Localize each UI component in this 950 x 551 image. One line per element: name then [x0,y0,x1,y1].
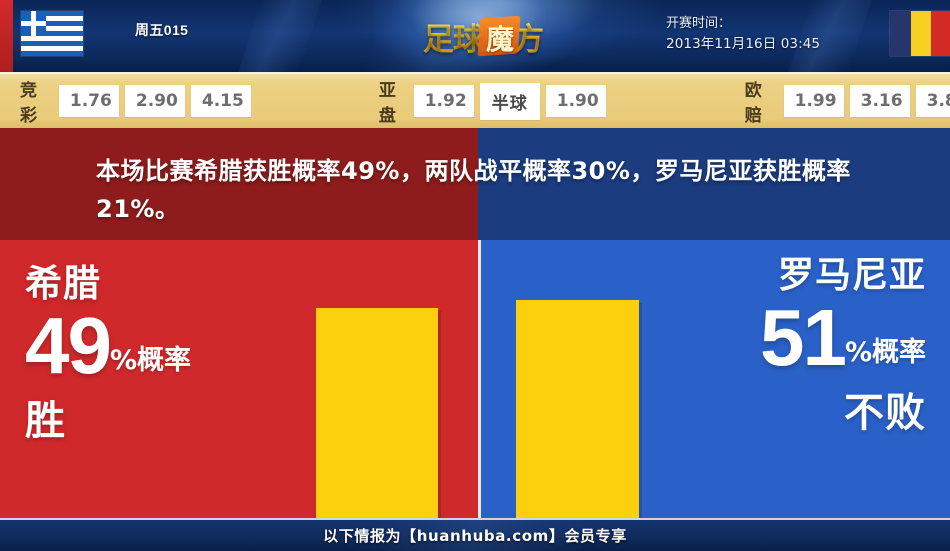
odds-group-asian-handicap: 亚盘 1.92 半球 1.90 [379,76,612,126]
summary-banner-text: 本场比赛希腊获胜概率49%，两队战平概率30%，罗马尼亚获胜概率21%。 [96,157,851,223]
greece-flag-cross-horizontal [21,21,46,26]
home-team-name: 希腊 [25,262,101,305]
odds-cell-draw[interactable]: 2.90 [124,85,185,117]
away-percent-value: 51 [759,293,847,382]
odds-bar: 竞彩 1.76 2.90 4.15 亚盘 1.92 半球 1.90 欧赔 1.9… [0,72,950,128]
header-sheen-left [238,0,322,72]
odds-cell-away[interactable]: 3.89 [915,85,950,117]
probability-panels: 希腊 49 %概率 胜 罗马尼亚 51 %概率 不败 [0,240,950,518]
odds-cell-home[interactable]: 1.76 [58,85,119,117]
away-probability-bar [516,300,639,518]
romania-flag-icon [890,11,950,56]
odds-group-label: 欧赔 [744,81,763,126]
odds-cell-home[interactable]: 1.92 [413,85,474,117]
home-team-panel: 希腊 49 %概率 胜 [0,240,478,518]
odds-group-jingcai: 竞彩 1.76 2.90 4.15 [20,76,257,126]
summary-banner-right-half [478,128,950,240]
home-percent-suffix: %概率 [109,345,192,376]
summary-banner [0,128,950,240]
away-team-name: 罗马尼亚 [777,255,926,296]
home-percent-value: 49 [25,301,112,390]
odds-cell-home[interactable]: 1.99 [783,85,844,117]
match-number-label: 周五015 [135,22,189,38]
kickoff-time-block: 开赛时间： 2013年11月16日 03:45 [666,13,820,55]
odds-cell-handicap-line[interactable]: 半球 [479,82,540,120]
romania-flag-band-blue [890,11,911,56]
away-outcome-label: 不败 [844,390,926,436]
kickoff-label: 开赛时间： [666,16,732,31]
panel-divider [478,240,481,518]
away-team-stats: 罗马尼亚 51 %概率 不败 [760,254,926,438]
odds-cell-draw[interactable]: 3.16 [849,85,910,117]
away-team-panel: 罗马尼亚 51 %概率 不败 [478,240,950,518]
home-outcome-label: 胜 [25,398,66,444]
odds-group-european: 欧赔 1.99 3.16 3.89 [745,76,950,126]
romania-flag-band-yellow [910,11,932,56]
away-percent-row: 51 %概率 [760,298,926,378]
site-logo[interactable]: 足球魔方 魔 [373,0,593,82]
kickoff-value: 2013年11月16日 03:45 [666,36,821,52]
away-percent-suffix: %概率 [844,337,926,368]
odds-group-label: 竞彩 [20,81,38,126]
home-percent-row: 49 %概率 [25,306,191,386]
summary-banner-left-half [0,128,478,240]
footer-text: 以下情报为【huanhuba.com】会员专享 [323,527,627,545]
romania-flag-band-red [931,11,950,56]
home-probability-bar [316,308,438,518]
header-accent-stripe [0,0,13,72]
home-team-stats: 希腊 49 %概率 胜 [25,262,191,446]
logo-badge-char: 魔 [485,23,514,56]
odds-cell-away[interactable]: 4.15 [190,85,251,117]
odds-group-label: 亚盘 [378,81,397,126]
odds-cell-away[interactable]: 1.90 [545,85,606,117]
greece-flag-icon [21,11,83,56]
footer-bar: 以下情报为【huanhuba.com】会员专享 [0,518,950,551]
header-bar: 周五015 足球魔方 魔 开赛时间： 2013年11月16日 03:45 [0,0,950,82]
